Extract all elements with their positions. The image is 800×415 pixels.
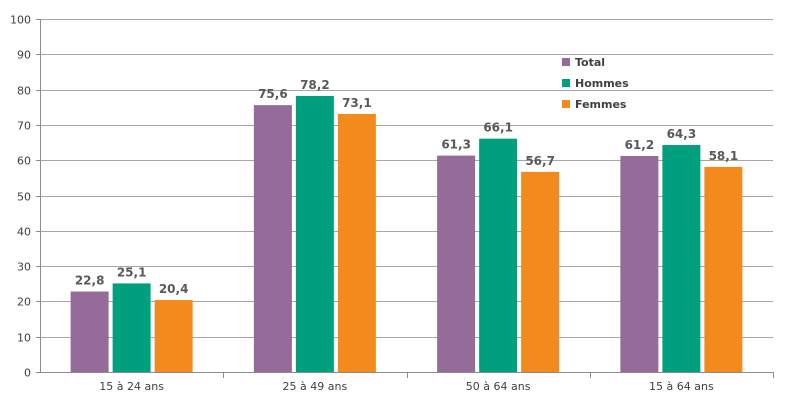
legend-swatch <box>562 100 570 108</box>
y-tick-label: 0 <box>24 367 31 380</box>
data-label: 61,3 <box>441 138 471 152</box>
bar <box>704 166 743 372</box>
data-label: 25,1 <box>117 265 147 279</box>
x-category-label: 15 à 64 ans <box>649 380 714 393</box>
bar <box>479 138 518 372</box>
data-label: 75,6 <box>258 87 288 101</box>
bar <box>437 155 476 372</box>
data-label: 66,1 <box>483 121 513 135</box>
axes: 0 10 20 30 40 50 60 70 80 90 100 15 à 24 ans 25 à 49… <box>10 14 774 393</box>
legend-swatch <box>562 79 570 87</box>
x-category-label: 50 à 64 ans <box>466 380 531 393</box>
legend-label: Hommes <box>575 77 629 90</box>
bar <box>112 283 151 372</box>
data-label: 64,3 <box>667 127 697 141</box>
data-label: 58,1 <box>709 149 739 163</box>
bar <box>521 171 560 372</box>
data-label: 22,8 <box>75 274 105 288</box>
bar <box>295 95 334 372</box>
y-tick-label: 30 <box>17 261 31 274</box>
bar <box>337 113 376 372</box>
legend-label: Femmes <box>575 98 627 111</box>
bar <box>662 145 701 372</box>
data-label: 73,1 <box>342 96 372 110</box>
bar <box>253 105 292 372</box>
legend-swatch <box>562 58 570 66</box>
legend: Total Hommes Femmes <box>562 56 629 111</box>
bar <box>70 291 109 372</box>
bars <box>70 95 743 372</box>
y-tick-label: 40 <box>17 226 31 239</box>
data-labels: 22,8 25,1 20,4 75,6 78,2 73,1 61,3 66,1 56,7 61,2… <box>75 78 738 296</box>
data-label: 56,7 <box>525 154 555 168</box>
x-category-label: 25 à 49 ans <box>283 380 348 393</box>
y-tick-label: 70 <box>17 120 31 133</box>
y-tick-label: 20 <box>17 296 31 309</box>
x-category-label: 15 à 24 ans <box>99 380 164 393</box>
data-label: 78,2 <box>300 78 330 92</box>
y-tick-label: 90 <box>17 49 31 62</box>
y-tick-label: 80 <box>17 85 31 98</box>
data-label: 20,4 <box>159 282 189 296</box>
bar <box>620 155 659 372</box>
y-tick-label: 50 <box>17 191 31 204</box>
y-tick-label: 10 <box>17 332 31 345</box>
y-tick-label: 100 <box>10 14 31 27</box>
data-label: 61,2 <box>625 138 655 152</box>
y-tick-label: 60 <box>17 155 31 168</box>
bar <box>154 299 193 372</box>
legend-label: Total <box>575 56 605 69</box>
